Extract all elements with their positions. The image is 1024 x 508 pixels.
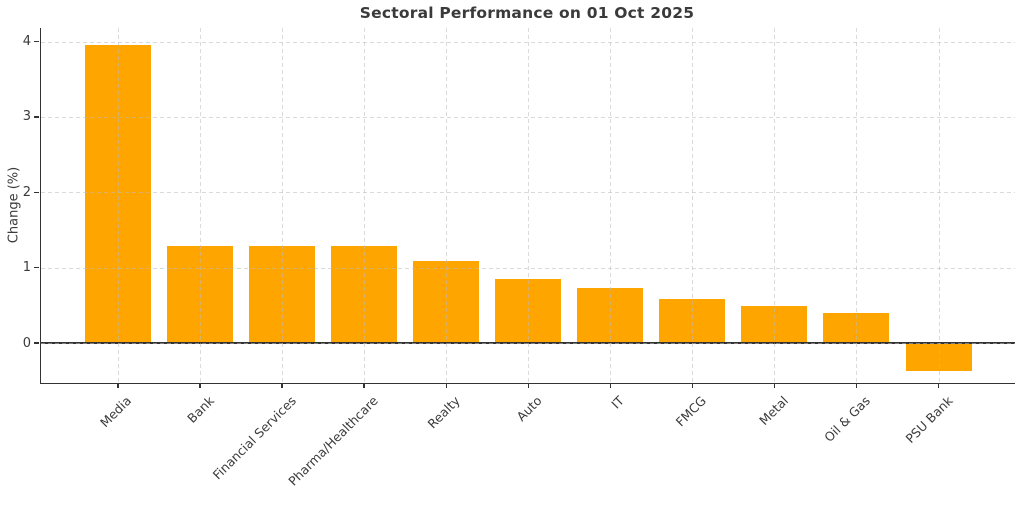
h-gridline-0 [41,343,1015,345]
y-axis-label: Change (%) [6,166,22,244]
v-gridline-realty [446,28,448,383]
h-gridline-1 [41,267,1015,269]
v-gridline-it [610,28,612,383]
y-tick-mark-0 [34,342,40,344]
x-tick-label-fmcg: FMCG [672,393,709,430]
chart-title: Sectoral Performance on 01 Oct 2025 [359,4,695,22]
y-tick-mark-2 [34,191,40,193]
v-gridline-psu-bank [938,28,940,383]
v-gridline-financial-services [282,28,284,383]
v-gridline-oil-gas [856,28,858,383]
y-tick-label-3: 3 [22,109,31,125]
v-gridline-pharma-healthcare [364,28,366,383]
x-tick-label-auto: Auto [513,393,545,425]
x-tick-label-oil-gas: Oil & Gas [821,393,874,445]
y-tick-mark-1 [34,266,40,269]
y-tick-label-0: 0 [22,335,31,351]
v-gridline-bank [200,28,202,383]
x-tick-mark-media [117,383,119,388]
x-tick-label-metal: Metal [755,393,791,429]
v-gridline-media [118,28,119,383]
v-gridline-auto [528,28,530,383]
v-gridline-metal [774,28,776,383]
y-tick-mark-4 [34,40,40,43]
x-tick-label-psu-bank: PSU Bank [902,393,956,447]
h-gridline-2 [41,192,1015,194]
y-tick-label-1: 1 [22,260,31,276]
h-gridline-3 [41,116,1015,118]
y-tick-label-4: 4 [22,34,31,50]
x-tick-label-financial-services: Financial Services [209,393,299,483]
y-tick-mark-3 [34,116,40,118]
x-tick-mark-metal [773,383,776,388]
plot-area: 0 1 2 3 4 Media Bank Financial Services Pharma/H… [23,28,1015,489]
x-tick-mark-auto [527,383,529,388]
y-tick-label-2: 2 [22,184,31,200]
x-tick-mark-fmcg [691,383,694,388]
v-gridline-fmcg [692,28,694,383]
x-tick-label-it: IT [608,393,627,412]
x-tick-mark-it [609,383,611,388]
x-tick-label-pharma-healthcare: Pharma/Healthcare [285,393,381,489]
x-tick-mark-psu-bank [937,383,940,388]
x-tick-mark-realty [445,383,447,388]
x-tick-mark-pharma-healthcare [363,383,365,388]
x-tick-mark-bank [199,383,201,388]
x-tick-label-bank: Bank [183,393,217,426]
x-tick-label-media: Media [97,393,135,431]
h-gridline-4 [41,41,1015,43]
x-tick-mark-financial-services [281,383,283,388]
x-tick-mark-oil-gas [855,383,858,388]
x-tick-label-realty: Realty [424,393,463,432]
